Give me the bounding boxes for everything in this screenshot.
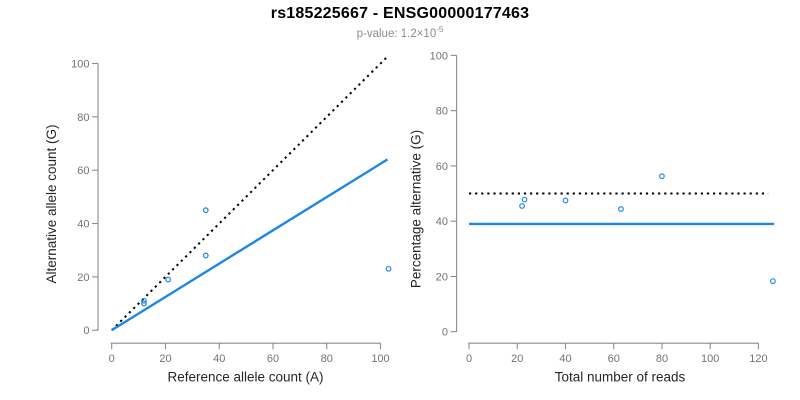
data-point bbox=[202, 207, 209, 214]
y-tick-label: 100 bbox=[430, 50, 448, 62]
y-tick-label: 60 bbox=[77, 165, 89, 177]
plot-percentage: 0 20 40 60 80 100 0 20 40 60 80 100 120 Total number … bbox=[409, 50, 776, 385]
x-tick-label: 20 bbox=[159, 353, 171, 365]
x-tick-label: 40 bbox=[559, 353, 571, 365]
plot-title: rs185225667 - ENSG00000177463 bbox=[270, 5, 530, 22]
data-point bbox=[165, 276, 172, 283]
data-point bbox=[659, 173, 665, 180]
data-point bbox=[141, 297, 147, 304]
x-tick-label: 40 bbox=[213, 353, 225, 365]
y-tick-label: 20 bbox=[77, 272, 89, 284]
plot-header: rs185225667 - ENSG00000177463 p-value: 1… bbox=[0, 0, 800, 40]
y-tick-label: 80 bbox=[77, 112, 89, 124]
data-point bbox=[770, 278, 776, 285]
x-tick-label: 20 bbox=[511, 353, 523, 365]
y-tick-label: 0 bbox=[442, 327, 448, 339]
x-tick-label: 100 bbox=[371, 353, 389, 365]
y-axis-title: Alternative allele count (G) bbox=[44, 124, 59, 283]
x-axis-title: Reference allele count (A) bbox=[167, 370, 323, 385]
x-tick-label: 120 bbox=[749, 353, 767, 365]
y-tick-label: 40 bbox=[436, 216, 448, 228]
y-tick-label: 0 bbox=[83, 325, 89, 337]
x-tick-label: 100 bbox=[701, 353, 719, 365]
x-tick-label: 0 bbox=[466, 353, 472, 365]
y-tick-label: 80 bbox=[436, 106, 448, 118]
plot-allele-counts: 0 20 40 60 80 100 0 20 40 60 80 100 Reference allele… bbox=[44, 55, 392, 385]
x-tick-label: 80 bbox=[321, 353, 333, 365]
x-tick-label: 80 bbox=[656, 353, 668, 365]
y-tick-label: 20 bbox=[436, 271, 448, 283]
x-axis-title: Total number of reads bbox=[555, 370, 686, 385]
data-point bbox=[562, 197, 569, 204]
y-tick-label: 40 bbox=[77, 219, 89, 231]
x-tick-label: 60 bbox=[267, 353, 279, 365]
data-point bbox=[385, 265, 392, 272]
data-point bbox=[202, 252, 209, 259]
pvalue-text: p-value: 1.2×10 bbox=[356, 27, 437, 40]
data-point bbox=[519, 203, 525, 209]
plot-subtitle: p-value: 1.2×10-5 bbox=[0, 25, 800, 40]
identity-line bbox=[110, 55, 389, 331]
x-tick-label: 0 bbox=[109, 353, 115, 365]
y-tick-label: 60 bbox=[436, 161, 448, 173]
x-tick-label: 60 bbox=[608, 353, 620, 365]
data-point bbox=[521, 196, 528, 203]
data-point bbox=[618, 206, 624, 212]
data-point bbox=[141, 300, 147, 307]
y-tick-label: 100 bbox=[71, 59, 89, 71]
fit-line bbox=[111, 158, 389, 332]
y-axis-title: Percentage alternative (G) bbox=[409, 130, 424, 288]
pvalue-exponent: -5 bbox=[436, 25, 444, 34]
